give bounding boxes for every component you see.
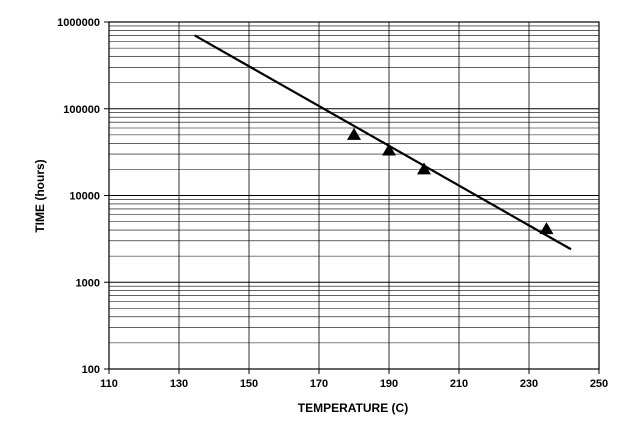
x-tick-label: 110 bbox=[100, 378, 118, 390]
data-point-triangle bbox=[347, 127, 361, 140]
x-tick-label: 170 bbox=[310, 378, 328, 390]
data-point-triangle bbox=[382, 143, 396, 156]
x-axis-ticks: 110 130 150 170 190 210 230 250 bbox=[100, 369, 608, 390]
x-tick-label: 190 bbox=[380, 378, 398, 390]
x-tick-label: 130 bbox=[170, 378, 188, 390]
x-tick-label: 210 bbox=[450, 378, 468, 390]
data-point-triangle bbox=[539, 222, 554, 235]
data-point-triangle bbox=[417, 162, 431, 175]
y-tick-label: 1000 bbox=[76, 277, 100, 289]
series bbox=[194, 34, 572, 251]
y-tick-label: 100000 bbox=[63, 104, 100, 116]
y-tick-label: 10000 bbox=[69, 191, 100, 203]
y-tick-label: 100 bbox=[82, 364, 100, 376]
x-tick-label: 150 bbox=[240, 378, 258, 390]
y-axis-ticks: 100 1000 10000 100000 1000000 bbox=[57, 17, 109, 376]
x-tick-label: 250 bbox=[590, 378, 608, 390]
x-axis-label: TEMPERATURE (C) bbox=[298, 401, 408, 415]
grid bbox=[109, 22, 599, 369]
y-axis-label: TIME (hours) bbox=[33, 159, 47, 232]
x-tick-label: 230 bbox=[520, 378, 538, 390]
y-tick-label: 1000000 bbox=[57, 17, 100, 29]
trend-line bbox=[194, 34, 572, 251]
